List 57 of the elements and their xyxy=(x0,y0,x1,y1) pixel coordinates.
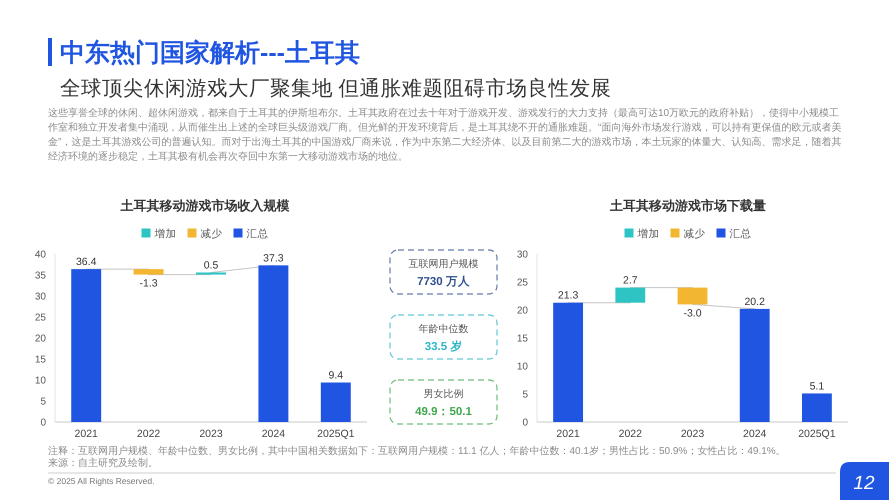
y-tick-label: 5 xyxy=(40,396,46,408)
data-label: -3.0 xyxy=(683,307,702,320)
y-tick-label: 10 xyxy=(34,376,46,386)
y-tick-label: 0 xyxy=(522,418,528,428)
data-label: 21.3 xyxy=(558,290,578,302)
data-label: 2.7 xyxy=(622,274,638,287)
x-tick-label: 2022 xyxy=(136,428,160,440)
text: 这些享誉全球的休闲、超休闲游戏，都来自于土耳其的伊斯坦布尔。土耳其政府在过去十年对于游戏开发、游戏发行的大力支持（最高可达10万欧元的政府补贴），使得中小规模工作室和独立开发者集中涌现，从而催生出上述的全球巨头级游戏厂商。但光鲜的开发环境背后，是土耳其绕不开的通胀难题。“面向海外市场发行游戏，可以持有更保值的欧元或者美金”，这是土耳其游戏公司的普遍认知。而对于出海土耳其的中国游戏厂商来说，作为中东第二大经济体、以及目前第二大的游戏市场，本土玩家的体量大、认知高、需求足，随着其经济环境的逐步稳定，土耳其极有机会再次夺回中东第一大移动游戏市场的地位。 xyxy=(47,107,842,162)
source-note: 来源：自主研究及绘制。 xyxy=(48,457,158,469)
data-label: 36.4 xyxy=(76,256,97,268)
x-tick-label: 2021 xyxy=(556,428,580,440)
x-tick-label: 2022 xyxy=(618,428,642,440)
data-label: -1.3 xyxy=(140,278,158,290)
data-label: 9.4 xyxy=(328,370,344,382)
text: 男女比例 xyxy=(424,388,464,400)
legend-label: 增加 xyxy=(636,227,660,240)
x-tick-label: 2023 xyxy=(199,428,223,440)
y-tick-label: 5 xyxy=(522,390,528,400)
chart-title: 土耳其移动游戏市场收入规模 xyxy=(120,198,290,213)
y-tick-label: 10 xyxy=(516,362,528,372)
text: 7730 万人 xyxy=(417,275,471,288)
text: 49.9：50.1 xyxy=(415,406,472,418)
y-tick-label: 20 xyxy=(34,334,46,344)
y-tick-label: 25 xyxy=(516,278,528,288)
text: © 2025 All Rights Reserved. xyxy=(48,476,154,486)
y-tick-label: 15 xyxy=(34,354,46,366)
text: 33.5 岁 xyxy=(424,339,462,353)
legend-label: 增加 xyxy=(154,227,176,240)
data-label: 20.2 xyxy=(744,296,766,308)
y-tick-label: 0 xyxy=(40,418,46,428)
text: 注释：互联网用户规模、年龄中位数、男女比例，其中中国相关数据如下：互联网用户规模：11.1 亿人；年龄中位数：40.1岁；男性占比：50.9%；女性占比：49.1%。 xyxy=(48,445,786,457)
legend-label: 减少 xyxy=(200,227,222,240)
x-tick-label: 2025Q1 xyxy=(317,428,355,440)
x-tick-label: 2023 xyxy=(680,428,704,440)
y-tick-label: 30 xyxy=(34,292,46,302)
text: 12 xyxy=(853,473,875,494)
data-label: 37.3 xyxy=(263,252,284,264)
x-tick-label: 2024 xyxy=(262,428,286,440)
text: 互联网用户规模 xyxy=(408,258,478,270)
text: 年龄中位数 xyxy=(418,323,468,335)
chart-title: 土耳其移动游戏市场下载量 xyxy=(609,198,766,213)
legend-label: 减少 xyxy=(684,227,706,240)
x-tick-label: 2025Q1 xyxy=(798,428,836,440)
text: 全球顶尖休闲游戏大厂聚集地 但通胀难题阻碍市场良性发展 xyxy=(60,77,612,100)
y-tick-label: 25 xyxy=(34,312,46,324)
text: 中东热门国家解析---土耳其 xyxy=(60,39,360,67)
x-tick-label: 2021 xyxy=(74,428,98,440)
y-tick-label: 35 xyxy=(34,270,46,282)
y-tick-label: 30 xyxy=(516,250,528,260)
y-tick-label: 20 xyxy=(516,306,528,316)
legend-label: 汇总 xyxy=(730,227,752,240)
x-tick-label: 2024 xyxy=(743,428,767,440)
y-tick-label: 15 xyxy=(516,334,528,344)
y-tick-label: 40 xyxy=(34,250,46,260)
data-label: 0.5 xyxy=(204,259,218,272)
legend-label: 汇总 xyxy=(246,227,268,240)
data-label: 5.1 xyxy=(810,380,824,392)
